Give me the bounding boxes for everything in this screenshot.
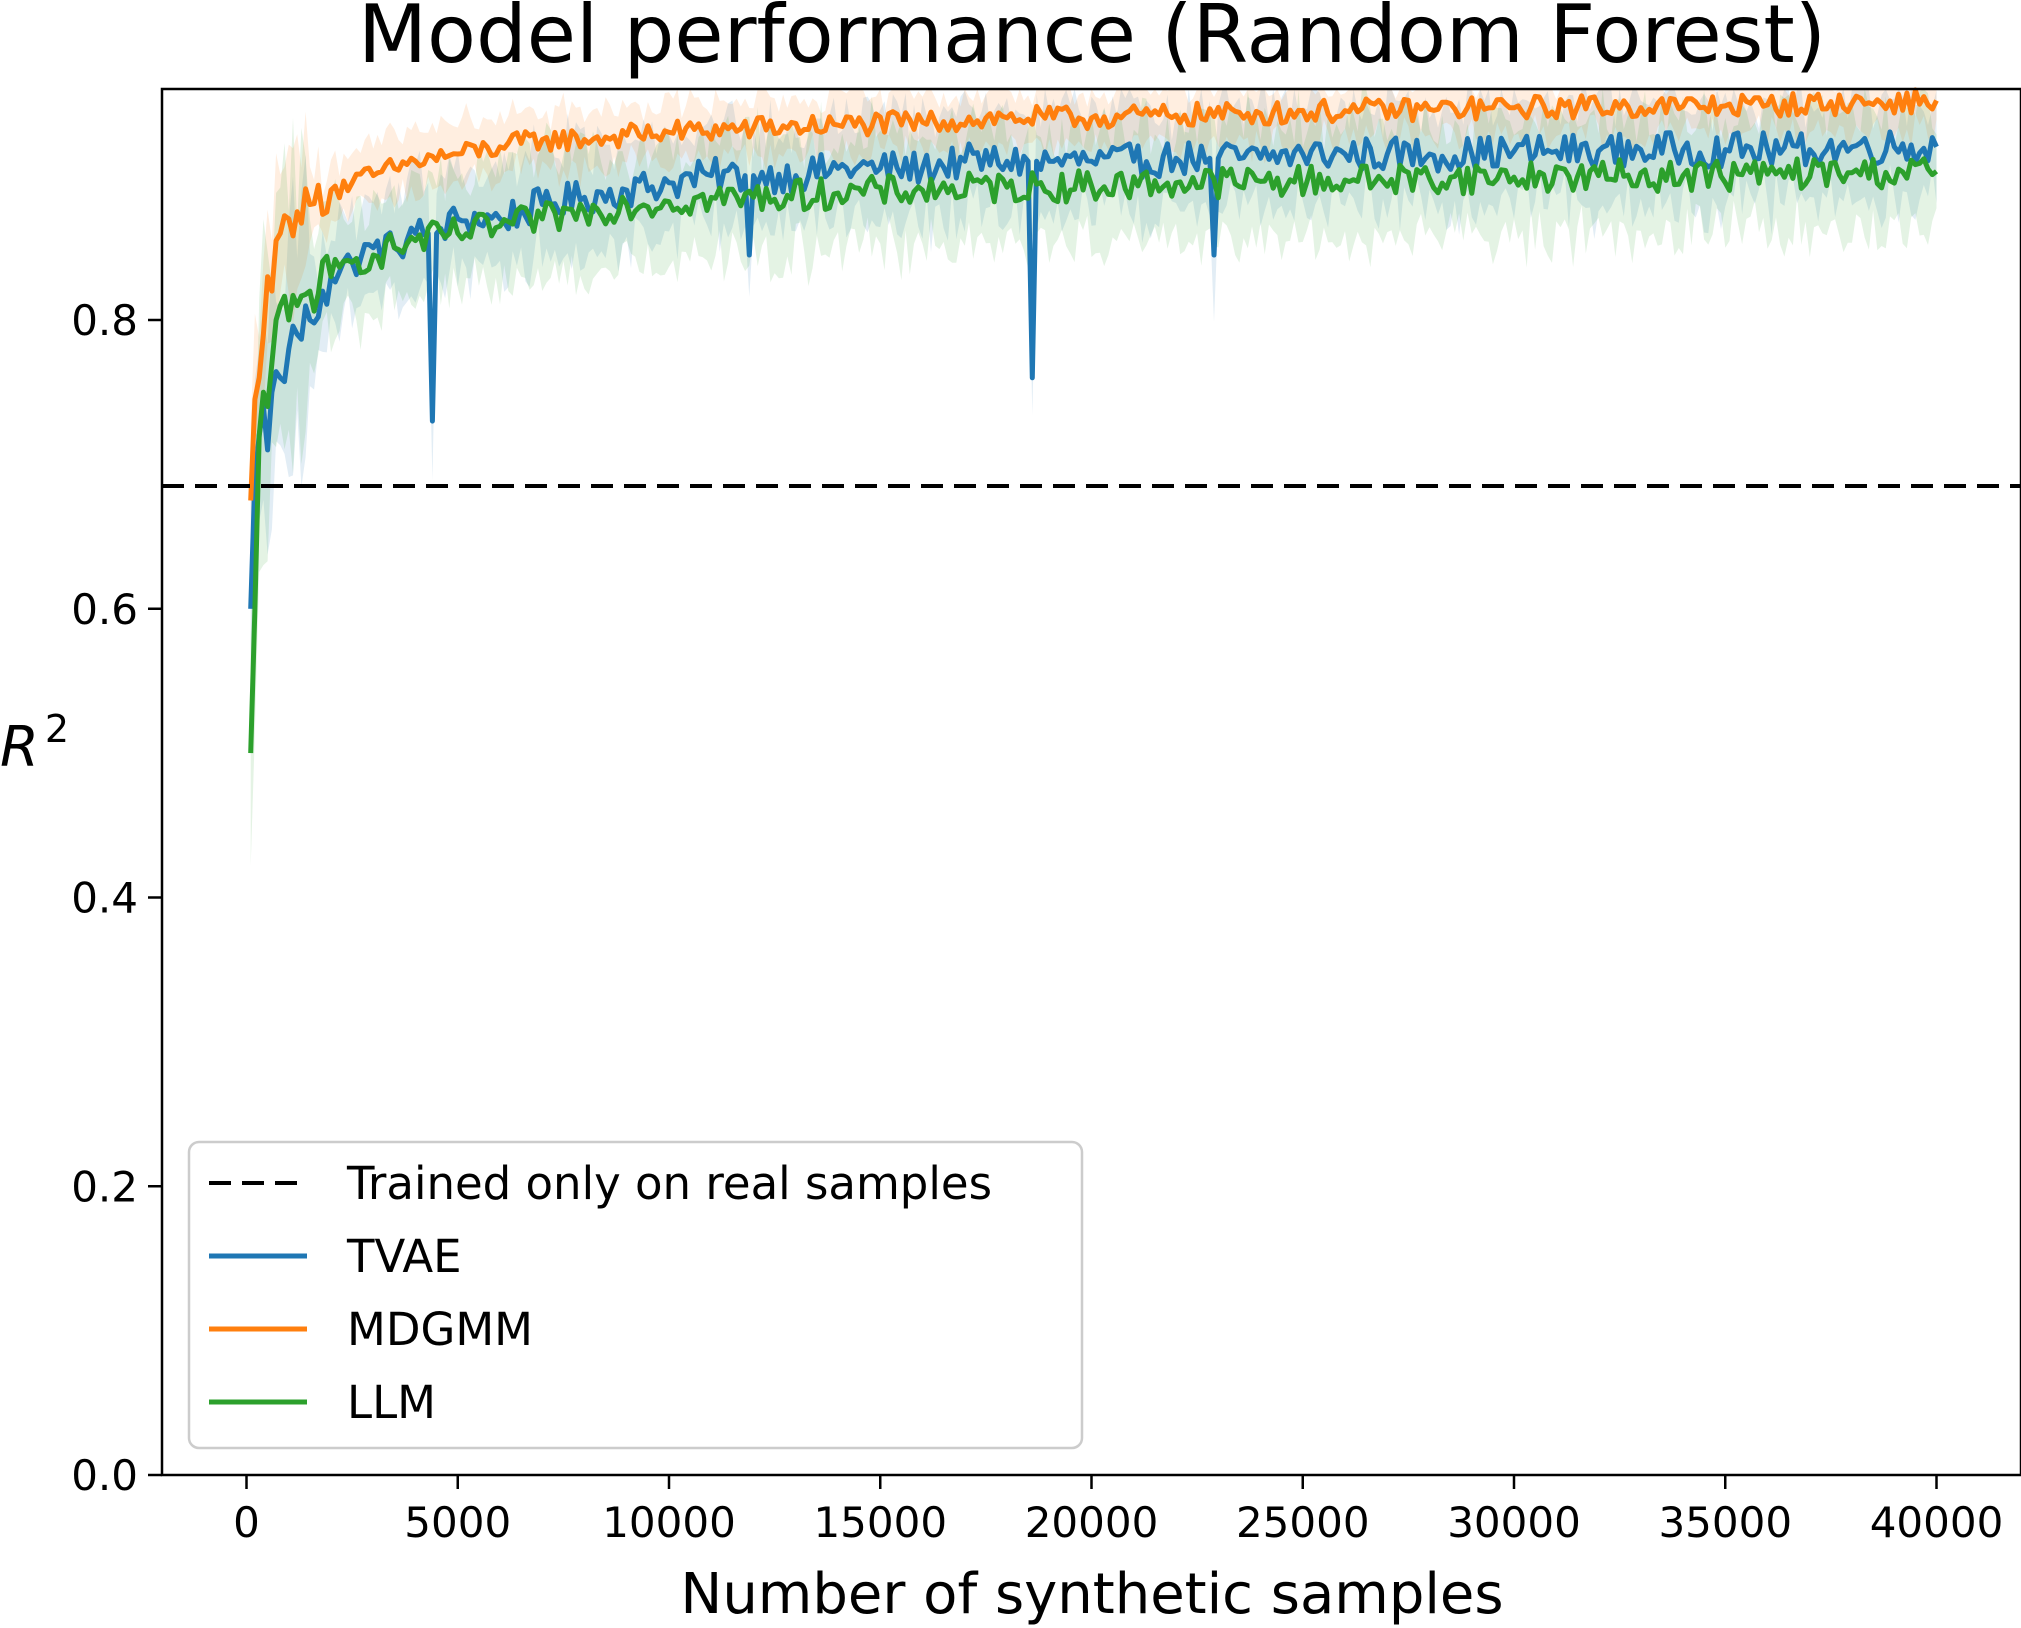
legend-label-baseline: Trained only on real samples <box>346 1157 992 1210</box>
x-tick-label: 0 <box>233 1498 260 1547</box>
x-tick-label: 35000 <box>1658 1498 1792 1547</box>
y-tick-label: 0.0 <box>71 1451 138 1500</box>
y-tick-label: 0.8 <box>71 296 138 345</box>
y-axis: 0.0 0.2 0.4 0.6 0.8 <box>71 296 162 1500</box>
series-lines <box>248 87 1939 754</box>
legend-label-llm: LLM <box>347 1376 436 1429</box>
series-line <box>248 156 1939 754</box>
y-tick-label: 0.4 <box>71 874 138 923</box>
x-tick-label: 20000 <box>1025 1498 1159 1547</box>
confidence-band <box>250 89 1937 576</box>
x-tick-label: 40000 <box>1870 1498 2004 1547</box>
x-tick-label: 25000 <box>1236 1498 1370 1547</box>
legend: Trained only on real samples TVAE MDGMM … <box>187 1140 1084 1450</box>
y-tick-label: 0.6 <box>71 585 138 634</box>
x-tick-label: 5000 <box>404 1498 511 1547</box>
confidence-band <box>250 89 1937 866</box>
x-axis: 0 5000 10000 15000 20000 25000 30000 35000 40000 <box>233 1475 2003 1547</box>
series-line <box>248 87 1939 501</box>
y-tick-label: 0.2 <box>71 1162 138 1211</box>
x-axis-title: Number of synthetic samples <box>680 1562 1503 1627</box>
x-tick-label: 30000 <box>1447 1498 1581 1547</box>
legend-label-tvae: TVAE <box>346 1230 462 1283</box>
legend-box <box>187 1140 1084 1450</box>
y-axis-title-base: R <box>0 715 39 780</box>
plot-area <box>162 87 2021 866</box>
x-tick-label: 10000 <box>602 1498 736 1547</box>
x-tick-label: 15000 <box>813 1498 947 1547</box>
chart-title: Model performance (Random Forest) <box>358 0 1826 81</box>
legend-label-mdgmm: MDGMM <box>347 1303 533 1356</box>
y-axis-title-sup: 2 <box>45 707 69 751</box>
series-line <box>248 129 1939 609</box>
